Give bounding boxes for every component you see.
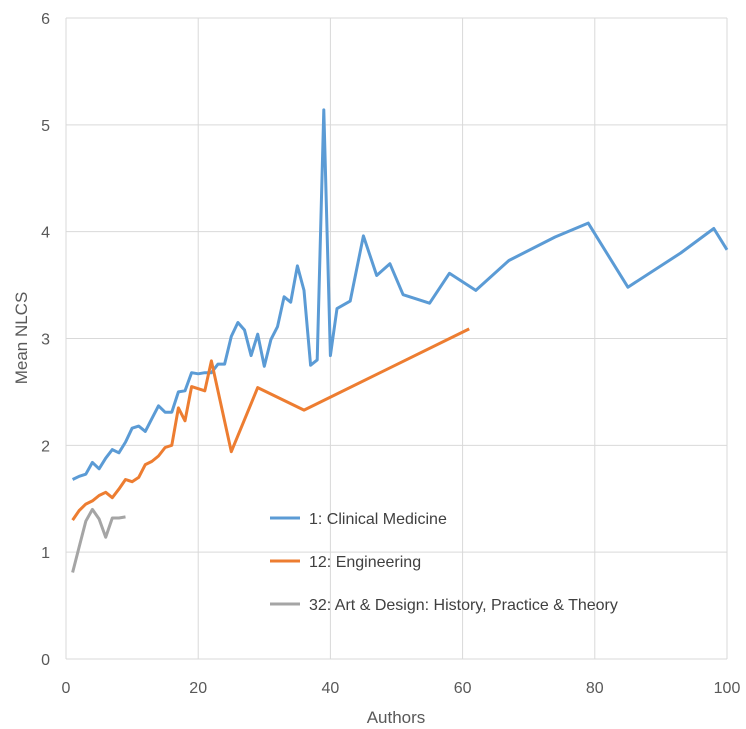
legend-entry: 1: Clinical Medicine (309, 511, 447, 528)
legend: 1: Clinical Medicine 12: Engineering 32: A… (270, 511, 618, 614)
y-tick-label: 2 (41, 438, 50, 455)
x-tick-label: 0 (62, 680, 71, 697)
series-line-12-engineering (71, 327, 470, 521)
y-tick-label: 3 (41, 332, 50, 349)
y-tick-label: 0 (41, 652, 50, 669)
y-tick-label: 6 (41, 11, 50, 28)
y-tick-label: 1 (41, 545, 50, 562)
grid (65, 17, 728, 660)
legend-entry: 32: Art & Design: History, Practice & Th… (309, 597, 618, 614)
series-line-32-art-design-history-practice-theory (71, 507, 126, 573)
y-tick-label: 5 (41, 118, 50, 135)
y-axis-title: Mean NLCS (12, 292, 31, 385)
x-axis-title: Authors (367, 708, 426, 727)
series-line-1-clinical-medicine (71, 108, 729, 481)
x-tick-label: 80 (586, 680, 604, 697)
legend-entry: 12: Engineering (309, 554, 421, 571)
series-layer (71, 108, 729, 573)
x-tick-label: 40 (322, 680, 340, 697)
x-tick-label: 60 (454, 680, 472, 697)
y-tick-label: 4 (41, 225, 50, 242)
x-tick-label: 100 (714, 680, 741, 697)
x-tick-label: 20 (189, 680, 207, 697)
